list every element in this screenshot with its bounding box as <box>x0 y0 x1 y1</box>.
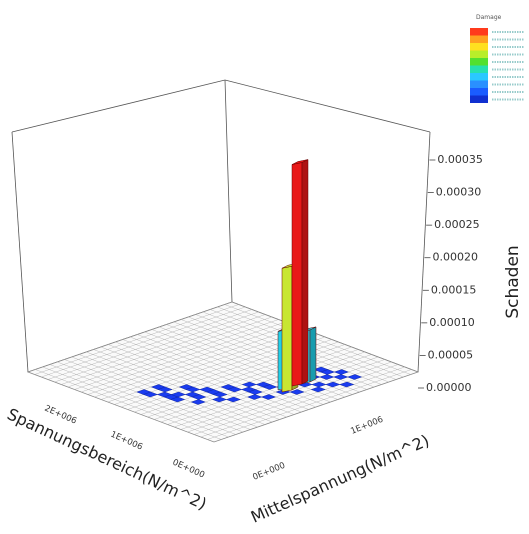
tall-bar-red <box>291 159 309 387</box>
legend-swatch <box>470 88 488 96</box>
low-bar <box>347 374 363 380</box>
legend-swatch <box>470 35 488 43</box>
y-axis-label: Mittelspannung(N/m^2) <box>248 431 432 527</box>
bar-face-top <box>291 159 309 165</box>
z-tick-label: 0.00030 <box>436 186 482 199</box>
low-bar <box>212 391 228 398</box>
bar-face-side <box>309 326 317 383</box>
x-tick-label: 0E+000 <box>171 458 206 481</box>
bar-face-side <box>301 159 309 385</box>
legend-swatch <box>470 65 488 73</box>
low-bar <box>260 394 277 400</box>
y-tick-label: 1E+006 <box>349 415 384 437</box>
low-bar <box>225 396 241 403</box>
tall-bars <box>277 159 317 393</box>
legend-swatch <box>470 80 488 88</box>
y-tick-label: 0E+000 <box>251 461 286 483</box>
grid-line <box>200 366 405 438</box>
floor-grid <box>26 301 420 443</box>
low-bar <box>313 366 329 373</box>
low-bar <box>333 369 349 375</box>
legend-swatch <box>470 95 488 103</box>
z-tick-label: 0.00035 <box>437 153 483 166</box>
grid-line <box>224 304 411 375</box>
z-tick-label: 0.00015 <box>431 283 477 296</box>
low-bar <box>191 394 207 400</box>
z-tick-label: 0.00005 <box>428 348 474 361</box>
grid-line <box>173 321 360 393</box>
legend-title: Damage <box>476 14 502 21</box>
z-axis-label: Schaden <box>503 245 523 318</box>
bar-face-front <box>291 162 303 387</box>
low-bar <box>289 389 305 395</box>
legend-swatch <box>470 28 488 36</box>
z-tick-label: 0.00010 <box>429 316 475 329</box>
x-tick-label: 1E+006 <box>109 430 144 453</box>
bar-face-front <box>281 265 293 393</box>
legend-swatch <box>470 43 488 51</box>
low-bar <box>247 389 263 395</box>
z-axis-ticks: 0.00000 0.00005 0.00010 0.00015 0.00020 0.000… <box>418 153 483 394</box>
legend-swatch <box>470 73 488 81</box>
legend-swatch <box>470 50 488 58</box>
grid-line <box>151 329 338 400</box>
grid-line <box>207 369 412 440</box>
low-bar <box>170 396 186 403</box>
z-tick-label: 0.00025 <box>434 218 480 231</box>
low-bar <box>157 386 173 393</box>
grid-line <box>193 364 399 435</box>
legend-swatches <box>470 28 524 103</box>
low-bar <box>339 381 355 388</box>
low-bar <box>310 386 326 393</box>
low-bar <box>190 399 206 405</box>
grid-line <box>187 361 392 433</box>
legend: Damage <box>470 14 524 103</box>
z-tick-label: 0.00000 <box>426 381 472 394</box>
legend-swatch <box>470 58 488 66</box>
z-tick-label: 0.00020 <box>433 251 479 264</box>
